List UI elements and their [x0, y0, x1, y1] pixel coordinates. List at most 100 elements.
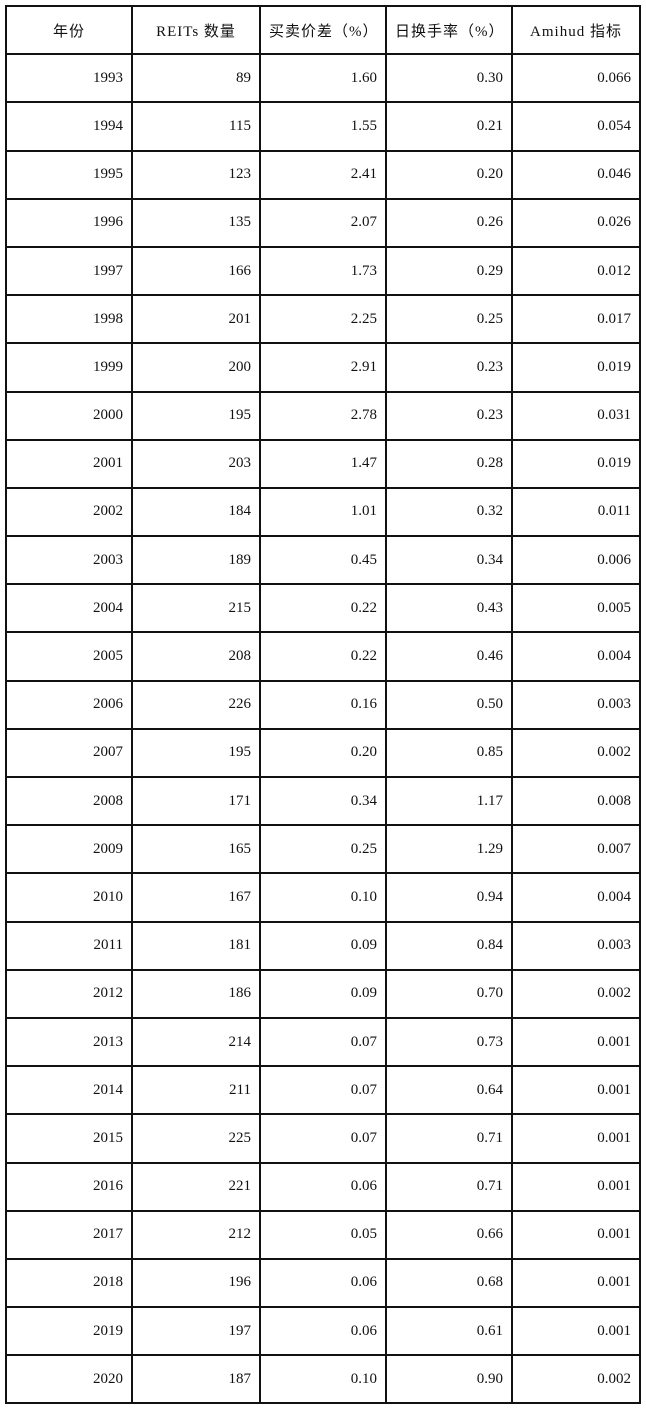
cell-amihud: 0.001 [511, 1257, 641, 1309]
table-row: 1999 200 2.91 0.23 0.019 [5, 342, 641, 393]
cell-bid-ask-spread: 0.20 [259, 727, 387, 779]
cell-daily-turnover: 0.84 [385, 920, 513, 971]
cell-bid-ask-spread: 0.07 [259, 1113, 387, 1164]
cell-bid-ask-spread: 0.09 [259, 920, 387, 971]
cell-reits-count: 212 [131, 1209, 261, 1260]
cell-reits-count: 135 [131, 197, 261, 248]
cell-reits-count: 89 [131, 53, 261, 104]
table-body: 1993 89 1.60 0.30 0.066 1994 115 1.55 0.21 0.054 1… [5, 53, 641, 1405]
cell-amihud: 0.001 [511, 1209, 641, 1260]
table-row: 2004 215 0.22 0.43 0.005 [5, 583, 641, 634]
cell-amihud: 0.002 [511, 1354, 641, 1405]
cell-year: 2011 [5, 920, 133, 971]
cell-year: 2010 [5, 872, 133, 923]
cell-reits-count: 211 [131, 1065, 261, 1116]
cell-amihud: 0.003 [511, 679, 641, 730]
header-year: 年份 [5, 4, 133, 56]
cell-bid-ask-spread: 2.07 [259, 197, 387, 248]
header-amihud: Amihud 指标 [511, 4, 641, 56]
cell-year: 2013 [5, 1016, 133, 1068]
cell-bid-ask-spread: 1.55 [259, 101, 387, 152]
table-row: 2013 214 0.07 0.73 0.001 [5, 1016, 641, 1068]
cell-year: 2019 [5, 1306, 133, 1357]
cell-year: 2018 [5, 1257, 133, 1309]
cell-amihud: 0.001 [511, 1113, 641, 1164]
cell-year: 1995 [5, 149, 133, 200]
cell-bid-ask-spread: 0.10 [259, 872, 387, 923]
cell-daily-turnover: 0.71 [385, 1161, 513, 1212]
cell-amihud: 0.012 [511, 245, 641, 297]
cell-reits-count: 115 [131, 101, 261, 152]
cell-amihud: 0.002 [511, 968, 641, 1019]
cell-bid-ask-spread: 0.16 [259, 679, 387, 730]
cell-daily-turnover: 0.43 [385, 583, 513, 634]
table-row: 2019 197 0.06 0.61 0.001 [5, 1306, 641, 1357]
cell-year: 2014 [5, 1065, 133, 1116]
reits-liquidity-table: 年份 REITs 数量 买卖价差（%） 日换手率（%） Amihud 指标 19… [5, 4, 641, 1405]
header-bid-ask-spread: 买卖价差（%） [259, 4, 387, 56]
cell-year: 2016 [5, 1161, 133, 1212]
cell-amihud: 0.005 [511, 583, 641, 634]
cell-amihud: 0.004 [511, 631, 641, 682]
cell-year: 1999 [5, 342, 133, 393]
cell-amihud: 0.001 [511, 1016, 641, 1068]
cell-reits-count: 186 [131, 968, 261, 1019]
cell-daily-turnover: 0.25 [385, 294, 513, 345]
cell-year: 1993 [5, 53, 133, 104]
table-row: 2003 189 0.45 0.34 0.006 [5, 535, 641, 586]
cell-daily-turnover: 0.66 [385, 1209, 513, 1260]
header-reits-count: REITs 数量 [131, 4, 261, 56]
cell-reits-count: 200 [131, 342, 261, 393]
table-row: 2010 167 0.10 0.94 0.004 [5, 872, 641, 923]
cell-year: 2020 [5, 1354, 133, 1405]
cell-bid-ask-spread: 0.45 [259, 535, 387, 586]
cell-bid-ask-spread: 0.34 [259, 775, 387, 827]
cell-reits-count: 208 [131, 631, 261, 682]
cell-daily-turnover: 0.21 [385, 101, 513, 152]
table-row: 1994 115 1.55 0.21 0.054 [5, 101, 641, 152]
cell-reits-count: 189 [131, 535, 261, 586]
cell-amihud: 0.026 [511, 197, 641, 248]
cell-year: 2009 [5, 824, 133, 875]
table-row: 2008 171 0.34 1.17 0.008 [5, 775, 641, 827]
cell-daily-turnover: 0.30 [385, 53, 513, 104]
cell-bid-ask-spread: 0.06 [259, 1257, 387, 1309]
cell-daily-turnover: 0.70 [385, 968, 513, 1019]
cell-daily-turnover: 0.23 [385, 390, 513, 441]
cell-amihud: 0.004 [511, 872, 641, 923]
cell-amihud: 0.019 [511, 438, 641, 489]
cell-reits-count: 214 [131, 1016, 261, 1068]
cell-amihud: 0.001 [511, 1306, 641, 1357]
cell-bid-ask-spread: 1.73 [259, 245, 387, 297]
cell-daily-turnover: 0.29 [385, 245, 513, 297]
table-row: 2018 196 0.06 0.68 0.001 [5, 1257, 641, 1309]
cell-reits-count: 196 [131, 1257, 261, 1309]
cell-daily-turnover: 0.73 [385, 1016, 513, 1068]
cell-amihud: 0.003 [511, 920, 641, 971]
cell-bid-ask-spread: 0.22 [259, 583, 387, 634]
cell-daily-turnover: 1.17 [385, 775, 513, 827]
cell-bid-ask-spread: 0.09 [259, 968, 387, 1019]
cell-amihud: 0.066 [511, 53, 641, 104]
cell-reits-count: 166 [131, 245, 261, 297]
header-row: 年份 REITs 数量 买卖价差（%） 日换手率（%） Amihud 指标 [5, 4, 641, 56]
cell-reits-count: 215 [131, 583, 261, 634]
cell-amihud: 0.008 [511, 775, 641, 827]
cell-daily-turnover: 0.50 [385, 679, 513, 730]
cell-year: 2007 [5, 727, 133, 779]
cell-year: 2012 [5, 968, 133, 1019]
cell-daily-turnover: 0.61 [385, 1306, 513, 1357]
cell-daily-turnover: 0.23 [385, 342, 513, 393]
cell-bid-ask-spread: 0.25 [259, 824, 387, 875]
cell-reits-count: 203 [131, 438, 261, 489]
cell-reits-count: 184 [131, 486, 261, 538]
cell-year: 2017 [5, 1209, 133, 1260]
cell-amihud: 0.046 [511, 149, 641, 200]
cell-daily-turnover: 0.64 [385, 1065, 513, 1116]
table-row: 2014 211 0.07 0.64 0.001 [5, 1065, 641, 1116]
cell-daily-turnover: 0.28 [385, 438, 513, 489]
cell-bid-ask-spread: 2.25 [259, 294, 387, 345]
cell-year: 2006 [5, 679, 133, 730]
cell-year: 2015 [5, 1113, 133, 1164]
cell-daily-turnover: 0.85 [385, 727, 513, 779]
